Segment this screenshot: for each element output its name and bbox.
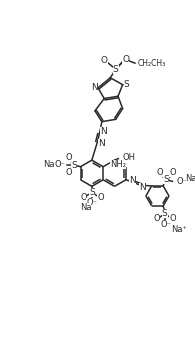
Text: O: O (169, 214, 176, 223)
Text: Na⁺: Na⁺ (171, 225, 187, 234)
Text: O: O (80, 192, 87, 202)
Text: N: N (91, 83, 98, 91)
Text: CH₂CH₃: CH₂CH₃ (137, 58, 166, 68)
Text: O: O (154, 214, 160, 223)
Text: N: N (98, 139, 105, 149)
Text: Na: Na (80, 203, 91, 212)
Text: O: O (122, 55, 129, 64)
Text: S: S (124, 80, 129, 89)
Text: Na: Na (44, 160, 55, 169)
Text: O: O (97, 192, 104, 202)
Text: S: S (89, 188, 95, 197)
Text: O: O (169, 168, 176, 177)
Text: NH₂: NH₂ (110, 160, 126, 169)
Text: S: S (162, 209, 168, 218)
Text: O⁻: O⁻ (176, 177, 187, 186)
Text: O⁻: O⁻ (86, 198, 97, 207)
Text: N: N (139, 183, 146, 192)
Text: O: O (101, 55, 108, 65)
Text: O: O (156, 168, 163, 177)
Text: O: O (66, 168, 72, 177)
Text: N: N (100, 127, 107, 136)
Text: OH: OH (122, 153, 135, 162)
Text: S: S (72, 161, 77, 170)
Text: Na⁺: Na⁺ (185, 174, 195, 183)
Text: S: S (163, 175, 169, 184)
Text: N: N (129, 176, 136, 185)
Text: O⁻: O⁻ (160, 220, 171, 229)
Text: O: O (66, 153, 72, 162)
Text: S: S (113, 65, 119, 74)
Text: O⁻: O⁻ (54, 160, 65, 169)
